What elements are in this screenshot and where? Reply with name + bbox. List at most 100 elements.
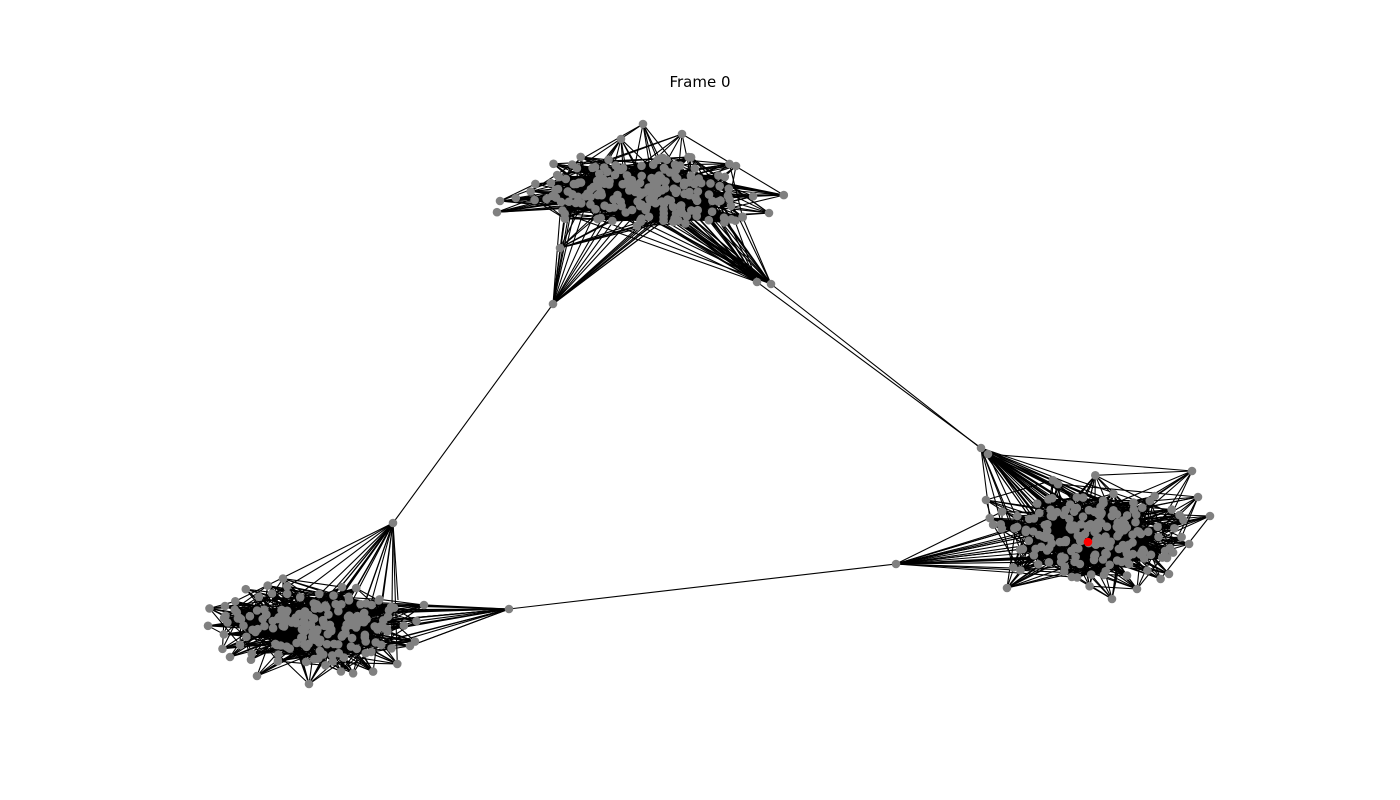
graph-node xyxy=(546,178,556,188)
edge xyxy=(980,447,1015,529)
graph-node xyxy=(564,197,574,206)
graph-node xyxy=(278,621,288,631)
graph-node xyxy=(590,162,600,172)
hub-node xyxy=(983,449,993,459)
graph-node xyxy=(1092,535,1101,544)
edge xyxy=(222,618,239,650)
graph-node xyxy=(331,599,341,609)
graph-node xyxy=(247,649,257,658)
graph-node xyxy=(648,160,658,169)
graph-node xyxy=(318,615,328,625)
graph-node xyxy=(593,181,603,191)
graph-node xyxy=(725,159,734,169)
graph-node xyxy=(393,659,402,669)
graph-node xyxy=(242,632,251,642)
graph-node xyxy=(692,211,701,221)
graph-node xyxy=(1122,571,1132,580)
graph-node xyxy=(298,611,308,620)
graph-node xyxy=(571,198,581,208)
graph-node xyxy=(738,212,747,221)
edge xyxy=(223,596,260,619)
graph-node xyxy=(1055,537,1065,547)
graph-node xyxy=(726,201,736,211)
graph-node xyxy=(1165,543,1175,553)
edge xyxy=(1154,470,1193,497)
graph-node xyxy=(604,155,613,164)
hub-node xyxy=(891,559,901,569)
edge xyxy=(552,189,592,305)
graph-node xyxy=(312,600,321,609)
graph-node xyxy=(1187,466,1197,476)
graph-node xyxy=(1153,522,1162,532)
graph-node xyxy=(1047,493,1057,503)
edge xyxy=(287,585,320,595)
graph-node xyxy=(616,134,626,144)
graph-node xyxy=(1098,555,1108,564)
graph-node xyxy=(219,613,229,623)
graph-node xyxy=(347,633,357,643)
graph-node xyxy=(1179,515,1188,525)
graph-node xyxy=(675,161,685,170)
graph-node xyxy=(1146,550,1156,560)
graph-node xyxy=(219,630,229,639)
graph-node xyxy=(1044,543,1054,553)
graph-node xyxy=(1099,498,1108,508)
graph-node xyxy=(637,161,646,171)
graph-node xyxy=(268,623,278,633)
graph-node xyxy=(1021,525,1031,535)
graph-node xyxy=(669,217,678,227)
edge xyxy=(723,217,772,285)
graph-node xyxy=(985,513,995,523)
graph-node xyxy=(263,581,273,590)
graph-node xyxy=(1080,529,1090,539)
graph-node xyxy=(687,206,696,215)
graph-node xyxy=(1129,505,1138,515)
graph-node xyxy=(359,608,369,618)
graph-node xyxy=(686,171,696,181)
graph-node xyxy=(337,582,347,592)
edge xyxy=(590,196,772,285)
graph-node xyxy=(419,600,429,610)
graph-node xyxy=(1078,512,1088,521)
edge xyxy=(987,453,1193,472)
graph-node xyxy=(609,203,619,212)
edge xyxy=(626,133,683,176)
graph-node xyxy=(715,181,724,191)
graph-node xyxy=(611,161,620,170)
edge xyxy=(680,208,772,285)
graph-node xyxy=(235,640,245,650)
graph-node xyxy=(302,642,311,652)
graph-node xyxy=(659,216,668,225)
graph-node xyxy=(1059,567,1069,577)
graph-node xyxy=(1156,574,1165,584)
hub-node xyxy=(548,299,558,309)
graph-node xyxy=(260,621,269,631)
graph-node xyxy=(1074,544,1083,553)
graph-node xyxy=(341,624,350,633)
graph-node xyxy=(677,129,687,139)
hub-node xyxy=(388,518,398,528)
graph-node xyxy=(1184,539,1194,549)
graph-node xyxy=(310,654,319,664)
graph-node xyxy=(314,638,324,647)
graph-node xyxy=(693,187,703,196)
graph-node xyxy=(1167,505,1176,514)
graph-node xyxy=(642,202,651,212)
graph-node xyxy=(203,621,213,631)
graph-node xyxy=(652,180,661,190)
graph-node xyxy=(1067,572,1077,582)
graph-node xyxy=(1097,518,1106,528)
graph-node xyxy=(356,599,365,609)
graph-node xyxy=(531,179,540,189)
edge xyxy=(291,621,310,685)
graph-node xyxy=(1193,492,1203,502)
edge xyxy=(673,221,758,283)
graph-node xyxy=(603,167,612,177)
graph-node xyxy=(981,495,991,505)
graph-node xyxy=(1066,525,1076,534)
graph-node xyxy=(657,153,666,163)
graph-node xyxy=(576,152,585,162)
graph-node xyxy=(387,644,396,653)
graph-node xyxy=(764,208,774,218)
graph-node xyxy=(1170,524,1179,533)
